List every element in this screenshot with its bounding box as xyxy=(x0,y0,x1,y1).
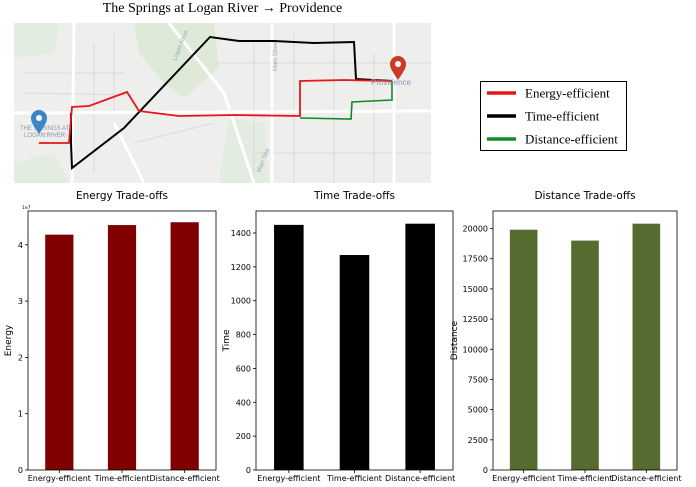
legend-label-3: Distance-efficient xyxy=(525,132,618,147)
y-multiplier-label: 1e7 xyxy=(22,205,31,211)
chart-title: Distance Trade-offs xyxy=(534,190,635,202)
map-park-area xyxy=(14,23,59,58)
bar-3 xyxy=(632,223,661,470)
map-minor-road xyxy=(33,132,75,136)
y-tick-label: 0 xyxy=(18,466,23,475)
x-tick-label: Energy-efficient xyxy=(257,474,320,483)
map-main-roads xyxy=(14,23,431,183)
plot-frame xyxy=(492,210,678,471)
y-tick-label: 600 xyxy=(236,364,251,373)
y-tick-label: 2500 xyxy=(468,436,488,445)
y-tick-label: 0 xyxy=(483,466,488,475)
bar-2 xyxy=(107,225,137,470)
plot-frame xyxy=(27,210,217,471)
y-tick-label: 1400 xyxy=(231,229,251,238)
y-tick-label: 2 xyxy=(18,353,23,362)
y-axis-label: Energy xyxy=(4,324,14,356)
bar-2 xyxy=(339,255,370,470)
y-tick-label: 15000 xyxy=(463,285,488,294)
origin-label: THE SPRINGS AT xyxy=(20,126,70,132)
x-tick-label: Time-efficient xyxy=(326,474,382,483)
bar-3 xyxy=(170,222,199,470)
legend-label-2: Time-efficient xyxy=(525,109,600,124)
x-tick-label: Energy-efficient xyxy=(492,474,555,483)
y-tick-label: 1 xyxy=(18,410,23,419)
y-axis-label: Distance xyxy=(450,320,460,360)
y-tick-label: 20000 xyxy=(463,225,488,234)
y-tick-label: 3 xyxy=(18,297,23,306)
map-minor-road xyxy=(23,92,135,96)
chart-2: Time Trade-offs Energy-efficient Time-effi… xyxy=(222,190,455,483)
x-tick-label: Time-efficient xyxy=(94,474,150,483)
chart-1: Energy Trade-offs Energy-efficient Time-ef… xyxy=(4,190,220,483)
y-tick-label: 400 xyxy=(236,398,251,407)
bar-1 xyxy=(45,234,74,470)
route-legend: Energy-efficient Time-efficient Distance-e… xyxy=(480,81,627,151)
x-tick-label: Distance-efficient xyxy=(385,474,455,483)
legend-items: Energy-efficient Time-efficient Distance-e… xyxy=(487,86,618,147)
route-time-efficient xyxy=(70,35,393,170)
y-tick-label: 1200 xyxy=(231,263,251,272)
origin-pin-icon xyxy=(31,110,47,134)
chart-3: Distance Trade-offs Energy-efficient Time-… xyxy=(450,190,681,483)
route-energy-efficient xyxy=(39,79,393,144)
map-park-area xyxy=(134,23,219,98)
y-axis-label: Time xyxy=(222,329,232,352)
x-tick-label: Time-efficient xyxy=(557,474,613,483)
street-label-main-street: Main Street xyxy=(273,40,279,71)
chart-title: Energy Trade-offs xyxy=(76,190,168,202)
bar-3 xyxy=(405,223,435,470)
x-tick-label: Distance-efficient xyxy=(150,474,220,483)
page-title: The Springs at Logan River → Providence xyxy=(102,1,343,16)
bar-2 xyxy=(571,240,599,470)
map-main-road xyxy=(14,109,431,115)
map-background xyxy=(14,23,431,183)
y-tick-label: 4 xyxy=(18,241,23,250)
route-map: Logan River Main Street Main Stre THE SP… xyxy=(14,23,431,183)
map-main-road xyxy=(167,23,256,183)
origin-label: LOGAN RIVER xyxy=(24,133,66,139)
legend-label-1: Energy-efficient xyxy=(525,86,610,101)
bar-1 xyxy=(509,229,538,470)
route-distance-efficient xyxy=(299,81,393,120)
y-tick-label: 5000 xyxy=(468,406,488,415)
bar-1 xyxy=(274,224,304,470)
x-tick-label: Distance-efficient xyxy=(611,474,681,483)
map-park-area xyxy=(14,153,69,183)
plot-frame xyxy=(255,210,454,471)
destination-pin-icon xyxy=(390,56,406,80)
map-minor-road xyxy=(133,122,215,144)
y-tick-label: 200 xyxy=(236,432,251,441)
x-tick-label: Energy-efficient xyxy=(28,474,91,483)
chart-title: Time Trade-offs xyxy=(313,190,395,202)
y-tick-label: 12500 xyxy=(463,315,488,324)
y-tick-label: 7500 xyxy=(468,375,488,384)
y-tick-label: 800 xyxy=(236,331,251,340)
y-tick-label: 0 xyxy=(246,466,251,475)
y-tick-label: 17500 xyxy=(463,255,488,264)
y-tick-label: 1000 xyxy=(231,297,251,306)
y-tick-label: 10000 xyxy=(463,345,488,354)
destination-label: Providence xyxy=(371,78,412,87)
